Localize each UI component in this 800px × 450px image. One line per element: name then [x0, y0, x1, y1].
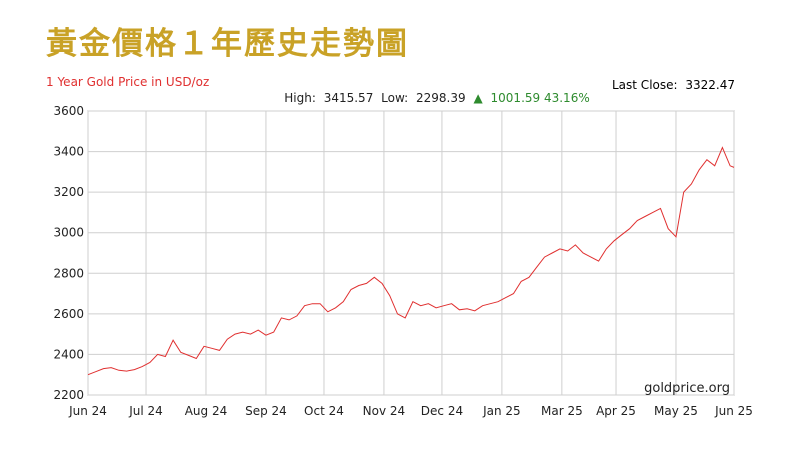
- page-title: 黃金價格１年歷史走勢圖: [46, 26, 409, 62]
- x-tick-label: Oct 24: [304, 404, 344, 418]
- low-value: 2298.39: [416, 91, 466, 105]
- x-tick-label: Sep 24: [245, 404, 287, 418]
- y-tick-label: 2400: [53, 347, 84, 361]
- high-label: High:: [284, 91, 316, 105]
- grid: [87, 110, 735, 396]
- y-tick-label: 3400: [53, 145, 84, 159]
- x-tick-label: Apr 25: [596, 404, 636, 418]
- last-close-value: 3322.47: [685, 78, 735, 92]
- stats-line: High: 3415.57 Low: 2298.39 ▲ 1001.59 43.…: [284, 91, 589, 105]
- y-tick-label: 3000: [53, 226, 84, 240]
- change-value: 1001.59 43.16%: [491, 91, 590, 105]
- x-tick-label: May 25: [654, 404, 698, 418]
- watermark: goldprice.org: [644, 381, 730, 396]
- plot-area: [87, 110, 735, 396]
- high-value: 3415.57: [324, 91, 374, 105]
- x-tick-label: Jun 25: [714, 404, 753, 418]
- y-axis: 2200 2400 2600 2800 3000 3200 3400 3600: [53, 104, 84, 402]
- x-tick-label: Dec 24: [421, 404, 463, 418]
- x-tick-label: Jun 24: [68, 404, 107, 418]
- x-tick-label: Mar 25: [541, 404, 583, 418]
- x-tick-label: Aug 24: [185, 404, 228, 418]
- last-close-label: Last Close:: [612, 78, 678, 92]
- triangle-up-icon: ▲: [473, 91, 483, 105]
- x-tick-label: Jul 24: [128, 404, 163, 418]
- y-tick-label: 2800: [53, 266, 84, 280]
- x-tick-label: Jan 25: [482, 404, 521, 418]
- chart-title: 1 Year Gold Price in USD/oz: [46, 75, 209, 89]
- y-tick-label: 2600: [53, 307, 84, 321]
- y-tick-label: 3600: [53, 104, 84, 118]
- y-tick-label: 2200: [53, 388, 84, 402]
- x-axis: Jun 24 Jul 24 Aug 24 Sep 24 Oct 24 Nov 24 Dec …: [68, 404, 753, 418]
- y-tick-label: 3200: [53, 185, 84, 199]
- last-close-readout: Last Close: 3322.47: [612, 78, 735, 92]
- low-label: Low:: [381, 91, 408, 105]
- price-line: [87, 146, 735, 376]
- x-tick-label: Nov 24: [363, 404, 406, 418]
